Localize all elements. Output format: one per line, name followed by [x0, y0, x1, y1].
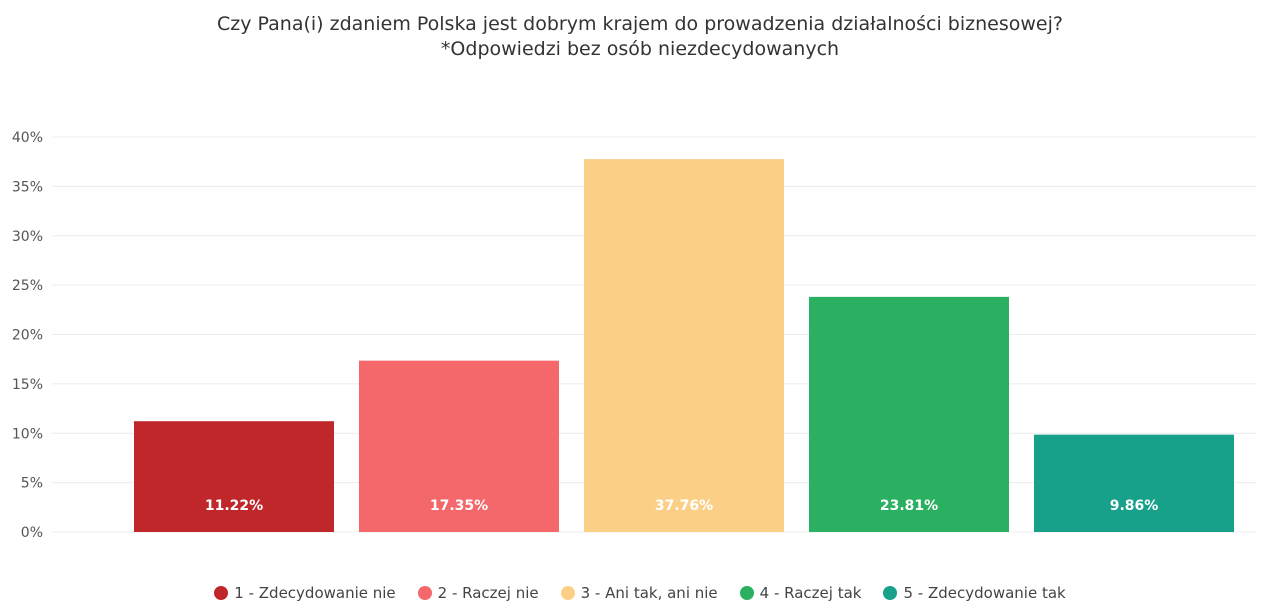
y-tick-label: 30%: [12, 229, 43, 245]
bar: [359, 360, 559, 532]
y-tick-label: 40%: [12, 130, 43, 146]
bar: [584, 159, 784, 532]
data-label: 9.86%: [1110, 498, 1159, 514]
bar: [809, 296, 1009, 532]
legend-label: 1 - Zdecydowanie nie: [234, 584, 396, 602]
chart-title: Czy Pana(i) zdaniem Polska jest dobrym k…: [0, 12, 1280, 62]
y-tick-label: 10%: [12, 426, 43, 442]
y-tick-label: 0%: [21, 525, 43, 541]
legend-item[interactable]: 2 - Raczej nie: [417, 584, 539, 602]
legend-label: 3 - Ani tak, ani nie: [580, 584, 718, 602]
legend-item[interactable]: 5 - Zdecydowanie tak: [883, 584, 1066, 602]
data-label: 11.22%: [205, 498, 263, 514]
legend-label: 2 - Raczej nie: [437, 584, 539, 602]
y-tick-label: 25%: [12, 278, 43, 294]
y-tick-label: 20%: [12, 328, 43, 344]
bar: [134, 421, 334, 532]
data-label: 23.81%: [880, 498, 938, 514]
legend-marker-icon: [739, 586, 754, 600]
chart-title-main: Czy Pana(i) zdaniem Polska jest dobrym k…: [217, 13, 1063, 35]
data-label: 37.76%: [655, 498, 713, 514]
bar: [1034, 434, 1234, 532]
legend-label: 5 - Zdecydowanie tak: [903, 584, 1066, 602]
legend-marker-icon: [883, 586, 898, 600]
legend-marker-icon: [560, 586, 575, 600]
legend-item[interactable]: 1 - Zdecydowanie nie: [214, 584, 396, 602]
legend-marker-icon: [417, 586, 432, 600]
y-tick-label: 15%: [12, 377, 43, 393]
y-tick-label: 5%: [21, 476, 43, 492]
y-tick-label: 35%: [12, 179, 43, 195]
legend-item[interactable]: 3 - Ani tak, ani nie: [560, 584, 718, 602]
chart-subtitle: *Odpowiedzi bez osób niezdecydowanych: [440, 38, 840, 60]
legend: 1 - Zdecydowanie nie 2 - Raczej nie 3 - An…: [0, 584, 1280, 602]
legend-marker-icon: [214, 586, 229, 600]
legend-label: 4 - Raczej tak: [759, 584, 862, 602]
legend-item[interactable]: 4 - Raczej tak: [739, 584, 862, 602]
data-label: 17.35%: [430, 498, 488, 514]
